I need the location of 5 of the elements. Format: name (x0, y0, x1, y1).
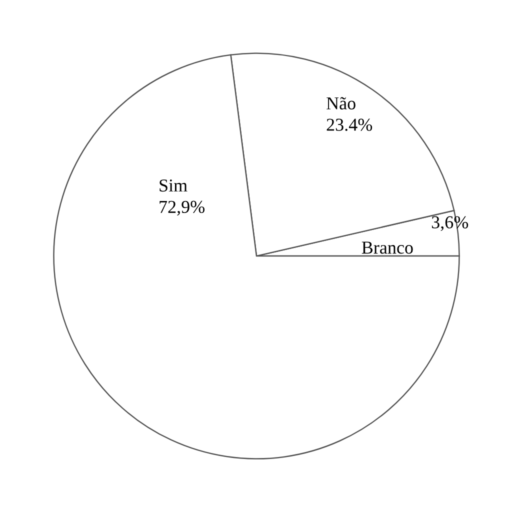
slice-label: Não (326, 97, 356, 110)
slice-label: Branco (362, 242, 413, 254)
slice-label: Sim (160, 179, 188, 192)
data-label: 23.4% (326, 118, 372, 131)
data-label: 72,9% (160, 200, 205, 216)
